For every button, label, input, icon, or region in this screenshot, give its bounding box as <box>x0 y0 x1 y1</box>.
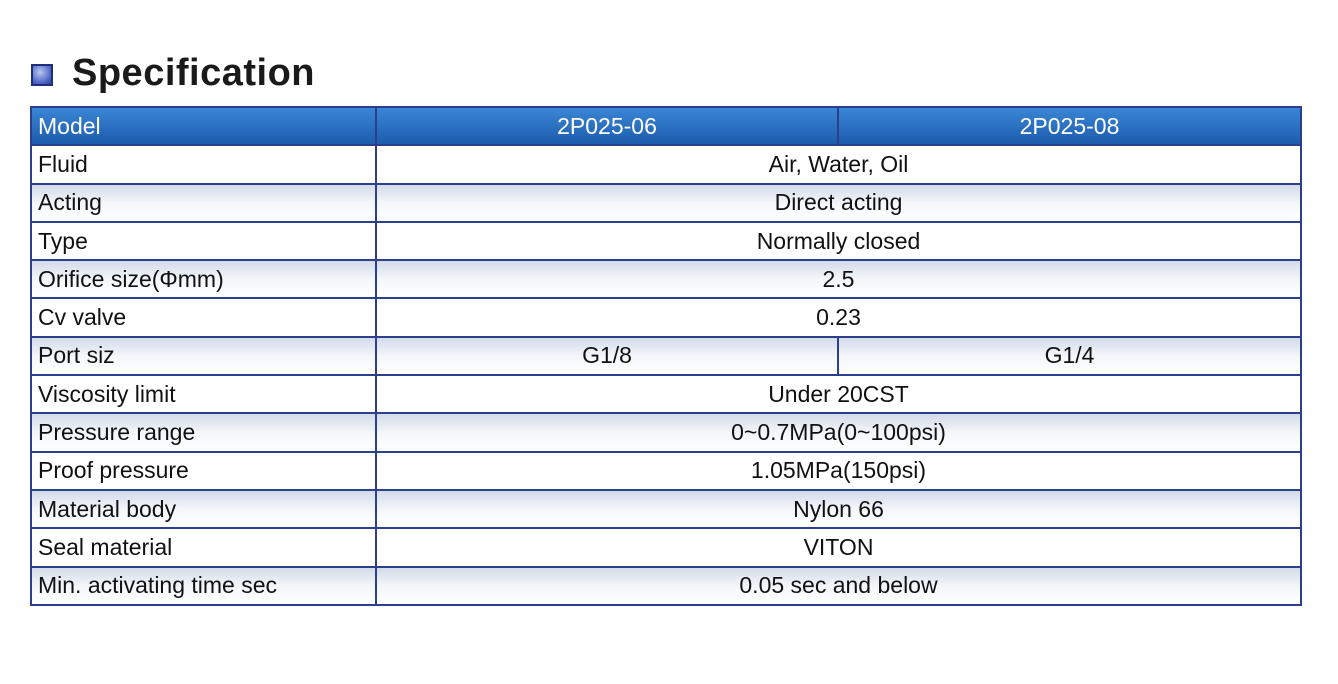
cell-value: Air, Water, Oil <box>375 144 1302 185</box>
table-row: Viscosity limit Under 20CST <box>30 374 1302 415</box>
row-label: Material body <box>30 488 377 530</box>
cell-value: 2P025-08 <box>837 105 1302 147</box>
cell-value: VITON <box>375 527 1302 568</box>
table-body: Model 2P025-06 2P025-08 Fluid Air, Water, Oi… <box>30 105 1302 606</box>
cell-value: G1/8 <box>375 335 839 377</box>
row-label: Type <box>30 220 377 262</box>
cell-value: 0.05 sec and below <box>375 565 1302 606</box>
cell-value: Normally closed <box>375 220 1302 262</box>
table-row: Material body Nylon 66 <box>30 488 1302 530</box>
row-label: Orifice size(Φmm) <box>30 259 377 300</box>
table-row: Fluid Air, Water, Oil <box>30 144 1302 185</box>
cell-value: 0.23 <box>375 297 1302 338</box>
table-row: Seal material VITON <box>30 527 1302 568</box>
row-label: Port siz <box>30 335 377 377</box>
cell-value: 2P025-06 <box>375 105 839 147</box>
table-row: Proof pressure 1.05MPa(150psi) <box>30 450 1302 491</box>
table-row: Orifice size(Φmm) 2.5 <box>30 259 1302 300</box>
table-row: Type Normally closed <box>30 220 1302 262</box>
table-row: Pressure range 0~0.7MPa(0~100psi) <box>30 412 1302 453</box>
row-label: Seal material <box>30 527 377 568</box>
table-row: Model 2P025-06 2P025-08 <box>30 105 1302 147</box>
spec-table: Model 2P025-06 2P025-08 Fluid Air, Water, Oi… <box>30 105 1302 606</box>
section-title: Specification <box>72 52 315 94</box>
cell-value: Under 20CST <box>375 374 1302 415</box>
cell-value: 1.05MPa(150psi) <box>375 450 1302 491</box>
table-row: Port siz G1/8 G1/4 <box>30 335 1302 377</box>
cell-value: G1/4 <box>837 335 1302 377</box>
row-label: Min. activating time sec <box>30 565 377 606</box>
table-row: Acting Direct acting <box>30 182 1302 223</box>
row-label: Fluid <box>30 144 377 185</box>
row-label: Proof pressure <box>30 450 377 491</box>
cell-value: Direct acting <box>375 182 1302 223</box>
cell-value: 0~0.7MPa(0~100psi) <box>375 412 1302 453</box>
row-label: Viscosity limit <box>30 374 377 415</box>
row-label: Cv valve <box>30 297 377 338</box>
title-icon <box>31 64 53 86</box>
table-row: Cv valve 0.23 <box>30 297 1302 338</box>
cell-value: Nylon 66 <box>375 488 1302 530</box>
row-label: Model <box>30 105 377 147</box>
row-label: Acting <box>30 182 377 223</box>
row-label: Pressure range <box>30 412 377 453</box>
table-row: Min. activating time sec 0.05 sec and bel… <box>30 565 1302 606</box>
cell-value: 2.5 <box>375 259 1302 300</box>
